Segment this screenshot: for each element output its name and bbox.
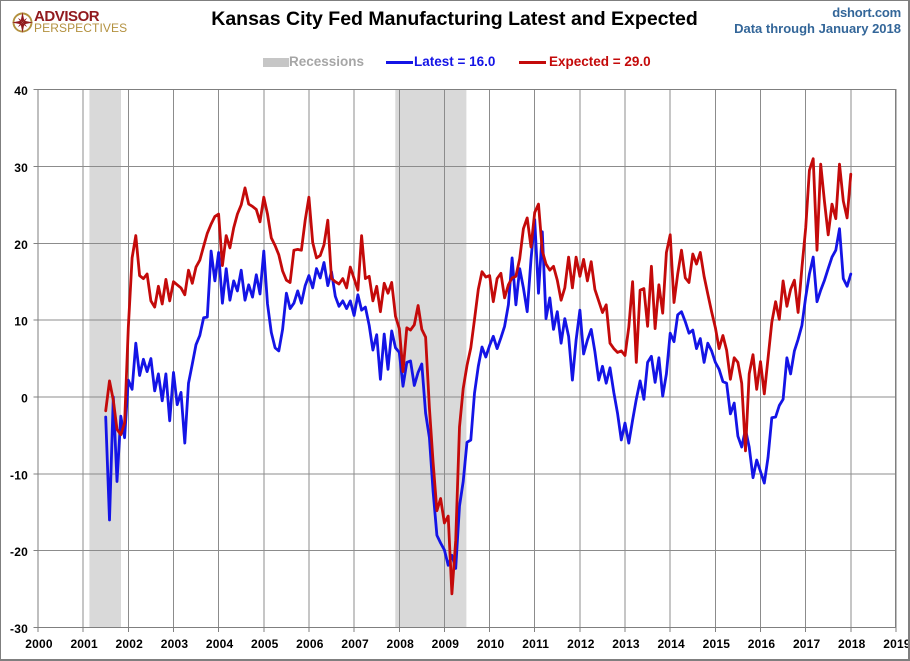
svg-text:40: 40 xyxy=(14,84,28,98)
svg-text:2002: 2002 xyxy=(116,637,144,651)
svg-text:2012: 2012 xyxy=(567,637,595,651)
svg-text:2001: 2001 xyxy=(70,637,98,651)
svg-text:2008: 2008 xyxy=(387,637,415,651)
svg-text:2000: 2000 xyxy=(25,637,53,651)
svg-text:2017: 2017 xyxy=(793,637,821,651)
svg-text:2013: 2013 xyxy=(612,637,640,651)
svg-text:2009: 2009 xyxy=(432,637,460,651)
svg-text:2016: 2016 xyxy=(748,637,776,651)
svg-text:2003: 2003 xyxy=(161,637,189,651)
svg-text:2010: 2010 xyxy=(477,637,505,651)
svg-text:10: 10 xyxy=(14,315,28,329)
svg-text:30: 30 xyxy=(14,161,28,175)
svg-text:2011: 2011 xyxy=(522,637,549,651)
svg-text:20: 20 xyxy=(14,238,28,252)
svg-text:2019: 2019 xyxy=(883,637,909,651)
svg-text:-20: -20 xyxy=(10,545,28,559)
svg-text:-10: -10 xyxy=(10,468,28,482)
svg-text:2007: 2007 xyxy=(341,637,369,651)
svg-text:2004: 2004 xyxy=(206,637,234,651)
svg-text:-30: -30 xyxy=(10,622,28,636)
svg-text:2018: 2018 xyxy=(838,637,866,651)
svg-text:2014: 2014 xyxy=(657,637,685,651)
svg-text:2005: 2005 xyxy=(251,637,279,651)
svg-text:0: 0 xyxy=(21,392,28,406)
svg-text:2006: 2006 xyxy=(296,637,324,651)
svg-text:2015: 2015 xyxy=(703,637,731,651)
